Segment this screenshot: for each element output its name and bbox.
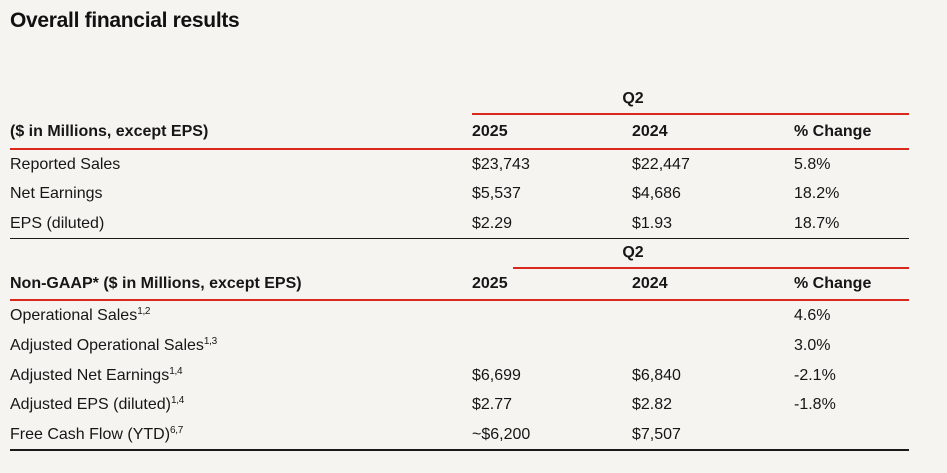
header-divider <box>10 299 909 302</box>
quarter-underline-divider <box>513 267 909 270</box>
table-row: Reported Sales $23,743 $22,447 5.8% <box>10 150 909 179</box>
value-2025: $5,537 <box>472 185 521 203</box>
column-header-row: Non-GAAP* ($ in Millions, except EPS) 20… <box>10 269 909 299</box>
financial-results-table: Q2 ($ in Millions, except EPS) 2025 2024… <box>10 83 909 451</box>
column-header-2024: 2024 <box>632 274 668 292</box>
value-change: 5.8% <box>794 155 831 173</box>
table-row: Adjusted Net Earnings1,4 $6,699 $6,840 -… <box>10 361 909 391</box>
value-2025: $2.77 <box>472 396 513 414</box>
column-header-units: Non-GAAP* ($ in Millions, except EPS) <box>10 274 302 292</box>
row-label-superscript: 1,4 <box>170 395 184 407</box>
quarter-group-label: Q2 <box>622 90 644 107</box>
column-header-change: % Change <box>794 274 872 292</box>
value-2024: $1.93 <box>632 214 673 232</box>
value-2024: $7,507 <box>632 425 681 443</box>
row-label: Free Cash Flow (YTD)6,7 <box>10 424 472 444</box>
value-2025: $23,743 <box>472 155 530 173</box>
quarter-group-header-row: Q2 <box>10 239 909 267</box>
row-label: Adjusted EPS (diluted)1,4 <box>10 396 472 414</box>
value-change: 18.2% <box>794 185 840 203</box>
row-label-text: Adjusted Net Earnings <box>10 366 170 384</box>
row-label: Operational Sales1,2 <box>10 307 472 325</box>
value-2024: $22,447 <box>632 155 690 173</box>
value-2024: $6,840 <box>632 366 681 384</box>
row-label-superscript: 1,3 <box>203 336 217 348</box>
quarter-group-header-row: Q2 <box>10 83 909 113</box>
value-change: 4.6% <box>794 307 831 325</box>
row-label: EPS (diluted) <box>10 214 105 232</box>
spacer-cell <box>794 239 909 267</box>
value-change: 18.7% <box>794 214 840 232</box>
row-label-text: Free Cash Flow (YTD) <box>10 425 171 443</box>
value-2025: ~$6,200 <box>472 425 531 443</box>
table-row: EPS (diluted) $2.29 $1.93 18.7% <box>10 209 909 238</box>
row-label-text: Adjusted Operational Sales <box>10 337 204 355</box>
header-divider <box>10 148 909 150</box>
value-2025: $2.29 <box>472 214 513 232</box>
row-label-text: Operational Sales <box>10 307 138 325</box>
page-title: Overall financial results <box>10 9 240 32</box>
table-bottom-divider <box>10 449 909 451</box>
row-label: Net Earnings <box>10 185 103 203</box>
spacer-cell <box>10 239 472 267</box>
column-header-change: % Change <box>794 123 872 141</box>
table-row: Adjusted EPS (diluted)1,4 $2.77 $2.82 -1… <box>10 390 909 420</box>
table-row: Adjusted Operational Sales1,3 3.0% <box>10 331 909 361</box>
table-row: Free Cash Flow (YTD)6,7 ~$6,200 $7,507 <box>10 420 909 450</box>
value-change: 3.0% <box>794 337 831 355</box>
quarter-group-label: Q2 <box>622 244 644 262</box>
value-change: -1.8% <box>794 396 836 414</box>
table-section-non-gaap: Q2 Non-GAAP* ($ in Millions, except EPS)… <box>10 239 909 451</box>
quarter-underline-divider <box>472 113 909 115</box>
table-row: Net Earnings $5,537 $4,686 18.2% <box>10 179 909 208</box>
value-2025: $6,699 <box>472 366 521 384</box>
row-label: Reported Sales <box>10 155 121 173</box>
table-row: Operational Sales1,2 4.6% <box>10 301 909 331</box>
spacer-cell <box>794 83 909 113</box>
section-divider <box>10 237 909 240</box>
column-header-2024: 2024 <box>632 123 668 141</box>
row-label-superscript: 1,2 <box>137 306 151 318</box>
column-header-2025: 2025 <box>472 123 508 141</box>
row-label-superscript: 6,7 <box>170 424 184 436</box>
table-section-gaap: Q2 ($ in Millions, except EPS) 2025 2024… <box>10 83 909 240</box>
column-header-units: ($ in Millions, except EPS) <box>10 123 209 141</box>
row-label: Adjusted Net Earnings1,4 <box>10 365 472 385</box>
value-2024: $4,686 <box>632 185 681 203</box>
row-label-superscript: 1,4 <box>169 365 183 377</box>
row-label: Adjusted Operational Sales1,3 <box>10 337 472 355</box>
value-2024: $2.82 <box>632 396 673 414</box>
row-label-text: Adjusted EPS (diluted) <box>10 396 171 414</box>
column-header-row: ($ in Millions, except EPS) 2025 2024 % … <box>10 115 909 148</box>
column-header-2025: 2025 <box>472 274 508 292</box>
spacer-cell <box>10 83 472 113</box>
value-change: -2.1% <box>794 366 836 384</box>
